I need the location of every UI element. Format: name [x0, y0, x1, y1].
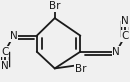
Text: C: C: [1, 47, 8, 57]
Text: N: N: [121, 16, 129, 26]
Text: N: N: [1, 61, 9, 71]
Text: Br: Br: [75, 64, 86, 74]
Text: C: C: [122, 31, 129, 41]
Text: N: N: [112, 47, 120, 57]
Text: Br: Br: [49, 1, 60, 11]
Text: N: N: [10, 31, 18, 41]
